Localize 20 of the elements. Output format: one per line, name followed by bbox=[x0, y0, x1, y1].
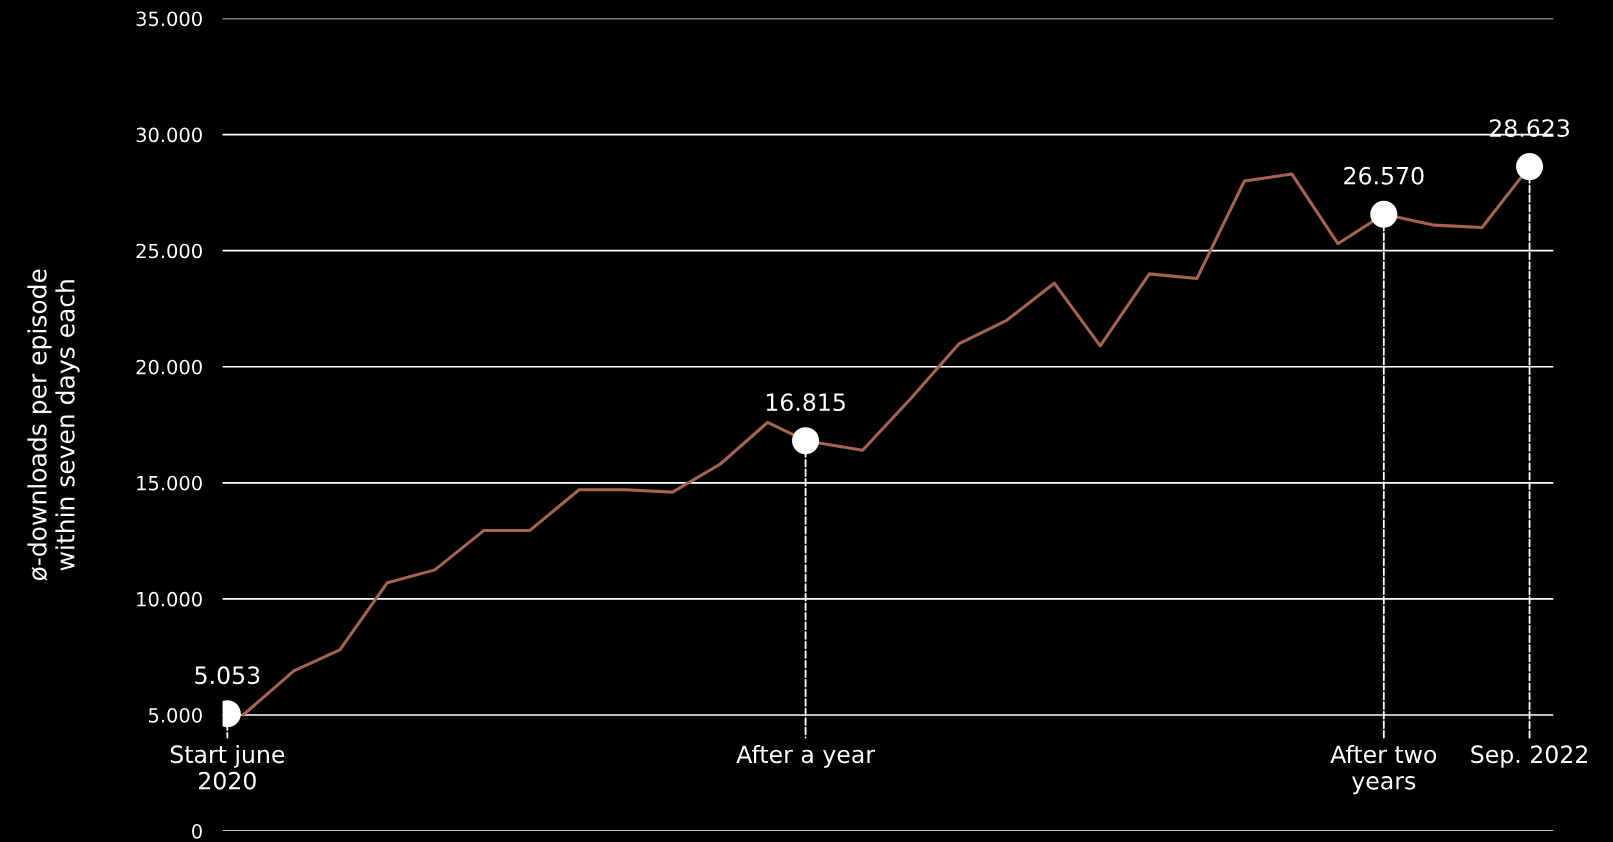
y-tick-label: 20.000 bbox=[136, 359, 202, 375]
data-label: 5.053 bbox=[195, 666, 260, 685]
data-label: 26.570 bbox=[1344, 166, 1424, 185]
y-tick-label: 30.000 bbox=[136, 127, 202, 143]
y-tick-label: 0 bbox=[192, 824, 202, 839]
x-tick-label: After a year bbox=[736, 744, 875, 768]
y-tick-label: 15.000 bbox=[137, 475, 202, 491]
x-tick-label: After two years bbox=[1330, 744, 1437, 795]
data-label: 16.815 bbox=[766, 393, 845, 412]
x-tick-label: Sep. 2022 bbox=[1471, 745, 1587, 768]
point bbox=[1370, 200, 1398, 228]
y-tick-label: 5.000 bbox=[148, 707, 202, 723]
y-tick-label: 10.000 bbox=[137, 591, 202, 607]
y-tick-label: 25.000 bbox=[136, 243, 202, 259]
point bbox=[792, 427, 820, 455]
x-tick-label: Start june 2020 bbox=[170, 744, 285, 790]
y-tick-label: 35.000 bbox=[136, 11, 202, 27]
data-label: 28.623 bbox=[1489, 119, 1569, 137]
point bbox=[1516, 153, 1544, 181]
y-axis-title: ø-downloads per episode within seven days each bbox=[27, 269, 80, 581]
